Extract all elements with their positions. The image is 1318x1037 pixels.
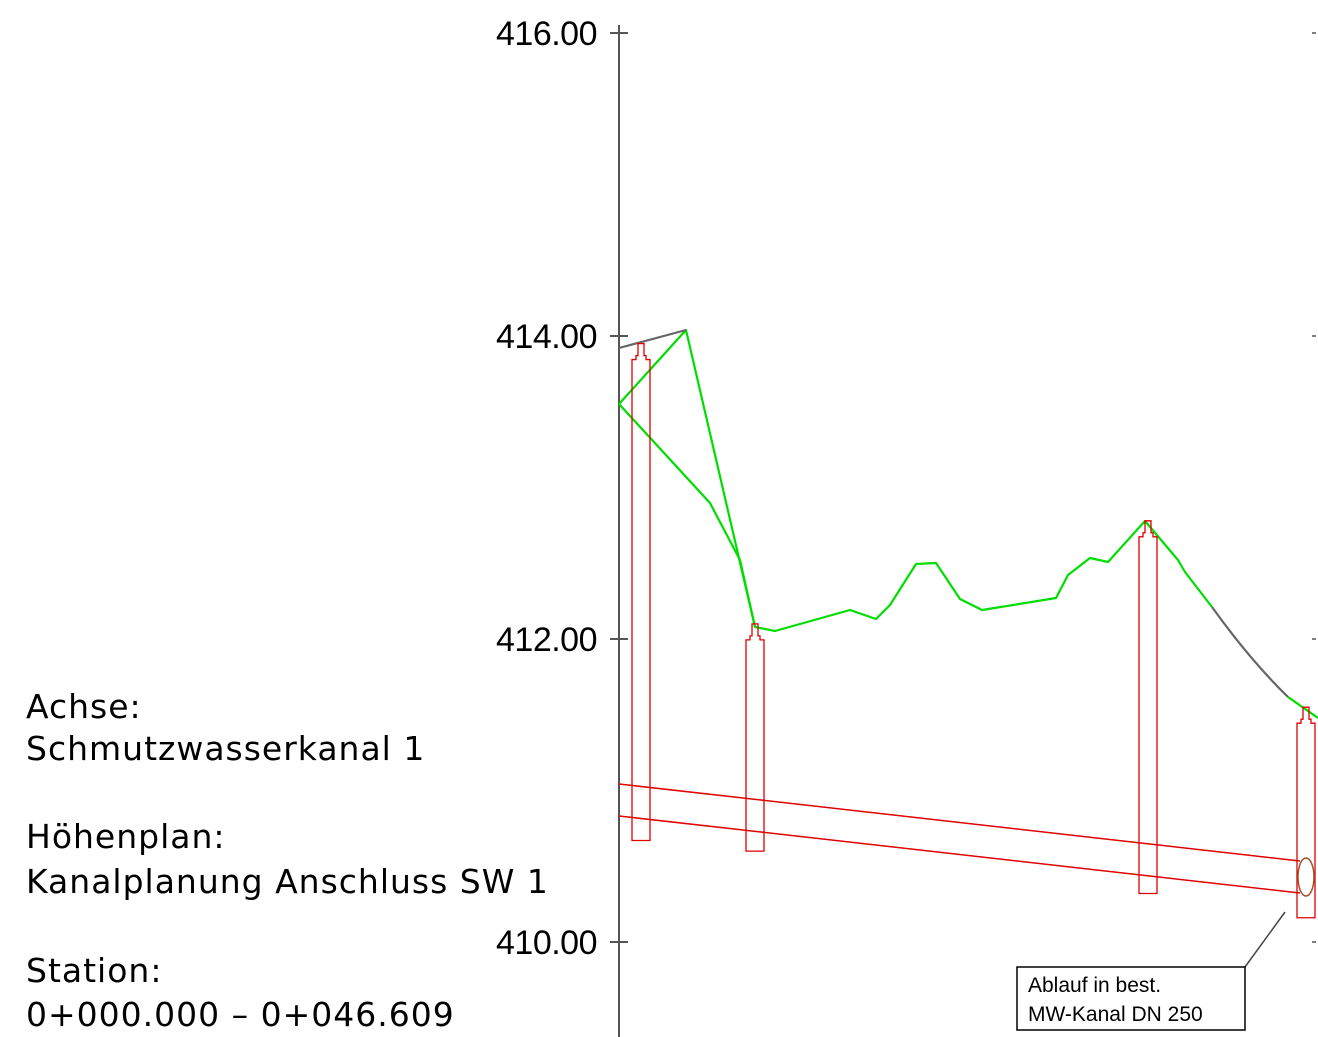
y-tick-label-2: 412.00 — [496, 621, 597, 659]
y-tick-label-0: 416.00 — [496, 15, 597, 53]
manhole-shaft-0 — [631, 342, 651, 842]
station-label: Station: — [26, 951, 162, 990]
pipe-line-1 — [618, 815, 1301, 894]
pipe-line-0 — [618, 783, 1301, 862]
manhole-shaft-3 — [1296, 706, 1316, 919]
profile-line-3 — [618, 328, 687, 350]
outlet-pipe-section — [1297, 857, 1315, 897]
axis-label: Achse: — [26, 687, 142, 726]
manhole-shaft-1 — [745, 623, 765, 852]
profile-line-0 — [618, 403, 1213, 633]
profile-value: Kanalplanung Anschluss SW 1 — [26, 862, 549, 901]
profile-line-4 — [1211, 606, 1289, 698]
station-range: 0+000.000 – 0+046.609 — [26, 995, 455, 1034]
y-tick-label-1: 414.00 — [496, 318, 597, 356]
axis-value: Schmutzwasserkanal 1 — [26, 729, 425, 768]
callout-line-2: MW-Kanal DN 250 — [1028, 1003, 1203, 1026]
callout-line-1: Ablauf in best. — [1028, 974, 1161, 997]
callout-box — [1016, 966, 1246, 1031]
callout-leader — [1244, 911, 1286, 968]
y-tick-label-3: 410.00 — [496, 924, 597, 962]
profile-label: Höhenplan: — [26, 817, 226, 856]
manhole-shaft-2 — [1138, 520, 1158, 895]
